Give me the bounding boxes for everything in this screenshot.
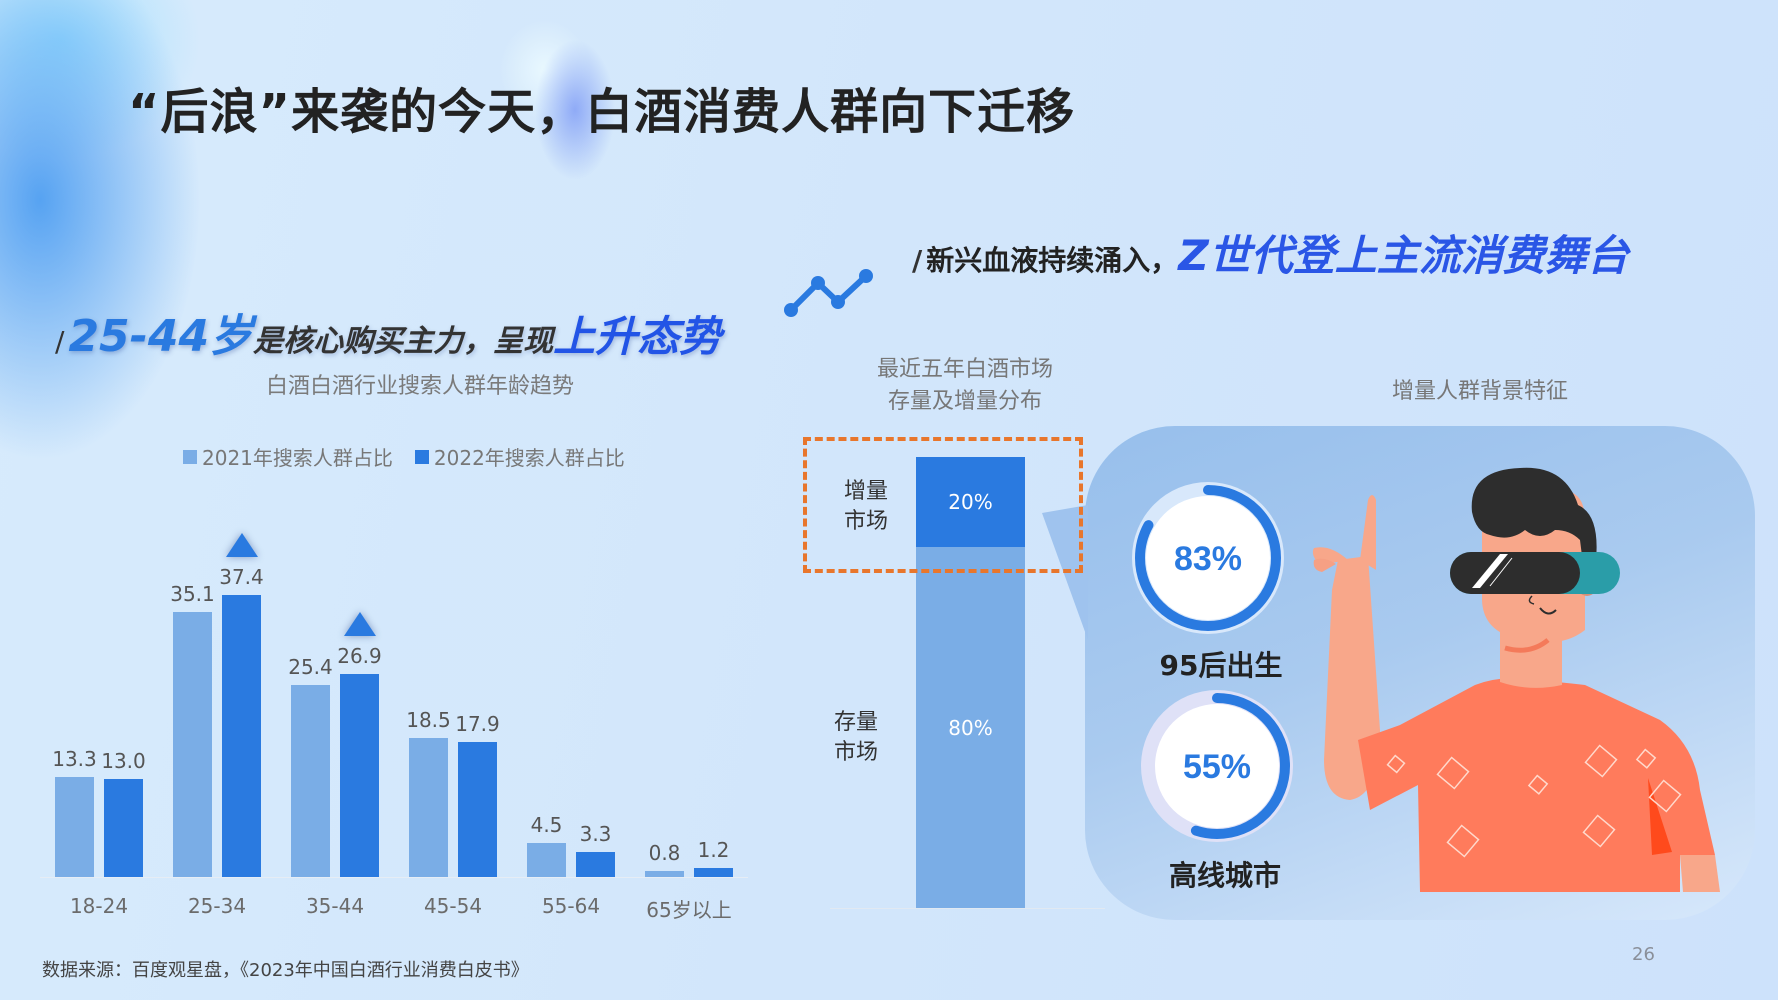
- heading-middle-text: 新兴血液持续涌入，: [926, 244, 1179, 277]
- bar-2022-55-64: [576, 852, 615, 877]
- right-section-heading: / 新兴血液持续涌入，Z世代登上主流消费舞台: [912, 222, 1629, 283]
- bar-value-label: 13.3: [52, 746, 97, 771]
- x-axis-label: 55-64: [541, 894, 601, 918]
- data-source-footnote: 数据来源：百度观星盘，《2023年中国白酒行业消费白皮书》: [42, 960, 529, 981]
- increment-highlight-box: [803, 437, 1083, 573]
- bar-value-label: 0.8: [648, 840, 681, 865]
- bar-2022-45-54: [458, 742, 497, 877]
- heading-slash: /: [55, 325, 65, 358]
- heading-highlight-trend: 上升态势: [553, 312, 722, 361]
- legend-item-2022: 2022年搜索人群占比: [414, 442, 625, 471]
- bar-value-label: 25.4: [288, 655, 333, 680]
- bar-2022-65岁以上: [694, 867, 733, 877]
- bar-value-label: 13.0: [101, 748, 146, 773]
- legend-swatch-2022: [414, 449, 429, 464]
- up-triangle-icon: [225, 533, 258, 557]
- vr-person-illustration: [1312, 467, 1720, 892]
- market-distribution-title: 最近五年白酒市场 存量及增量分布: [840, 354, 1090, 418]
- bar-value-label: 26.9: [337, 644, 382, 669]
- x-axis-label: 25-34: [187, 894, 247, 918]
- bar-2021-65岁以上: [645, 870, 684, 877]
- ring-label-high-tier-city: 高线城市: [1168, 859, 1281, 892]
- legend-label-2022: 2022年搜索人群占比: [433, 446, 625, 470]
- slide-title: “后浪”来袭的今天，白酒消费人群向下迁移: [128, 84, 1076, 140]
- up-triangle-icon: [343, 612, 376, 637]
- heading-highlight-gen-z: Z世代登上主流消费舞台: [1178, 231, 1629, 280]
- stock-market-segment: 80%: [916, 547, 1025, 908]
- market-title-line2: 存量及增量分布: [887, 389, 1042, 414]
- page-number: 26: [1632, 944, 1655, 965]
- increment-profile-title: 增量人群背景特征: [1391, 379, 1568, 404]
- donut-high-tier-city: 55%: [1141, 690, 1293, 842]
- heading-highlight-age: 25-44岁: [68, 311, 254, 362]
- bar-value-label: 17.9: [455, 712, 500, 737]
- label-line: 存量: [833, 710, 878, 735]
- ring-value: 83%: [1174, 540, 1242, 578]
- chart-legend: 2021年搜索人群占比 2022年搜索人群占比: [183, 442, 625, 471]
- legend-item-2021: 2021年搜索人群占比: [183, 442, 393, 471]
- bar-2022-25-34: [222, 595, 261, 877]
- bar-value-label: 1.2: [697, 837, 730, 862]
- stacked-bar-baseline: [830, 908, 1105, 909]
- bar-value-label: 4.5: [530, 813, 563, 838]
- bar-2021-45-54: [409, 737, 448, 877]
- ring-value: 55%: [1183, 748, 1251, 786]
- x-axis-label: 35-44: [305, 894, 365, 918]
- chart-baseline: [40, 877, 748, 878]
- bar-2022-35-44: [340, 674, 379, 877]
- trend-line-icon: [784, 269, 873, 317]
- bar-2021-55-64: [527, 843, 566, 877]
- x-axis-label: 65岁以上: [646, 898, 732, 922]
- market-title-line1: 最近五年白酒市场: [876, 357, 1053, 382]
- chart-title: 白酒白酒行业搜索人群年龄趋势: [265, 374, 574, 399]
- bar-2022-18-24: [104, 778, 143, 877]
- bar-value-label: 3.3: [579, 822, 612, 847]
- stock-market-label: 存量 市场: [826, 708, 886, 768]
- bar-value-label: 37.4: [219, 565, 264, 589]
- bar-value-label: 18.5: [406, 707, 451, 732]
- donut-95-born: 83%: [1132, 482, 1284, 634]
- bar-2021-35-44: [291, 685, 330, 877]
- left-section-heading: /25-44岁是核心购买主力，呈现上升态势: [55, 300, 721, 364]
- x-axis-label: 45-54: [423, 894, 483, 918]
- heading-slash: /: [912, 244, 923, 277]
- label-line: 市场: [843, 509, 888, 534]
- ring-label-95-born: 95后出生: [1159, 649, 1283, 682]
- bar-2021-25-34: [173, 612, 212, 877]
- legend-swatch-2021: [183, 449, 197, 464]
- bar-2021-18-24: [55, 776, 94, 877]
- legend-label-2021: 2021年搜索人群占比: [202, 446, 393, 470]
- label-line: 市场: [833, 740, 878, 765]
- increment-market-label: 增量 市场: [836, 477, 896, 537]
- label-line: 增量: [843, 479, 888, 504]
- increment-market-segment: 20%: [916, 457, 1025, 547]
- x-axis-label: 18-24: [69, 894, 129, 918]
- heading-middle-text: 是核心购买主力，呈现: [253, 324, 554, 359]
- bar-value-label: 35.1: [170, 582, 215, 607]
